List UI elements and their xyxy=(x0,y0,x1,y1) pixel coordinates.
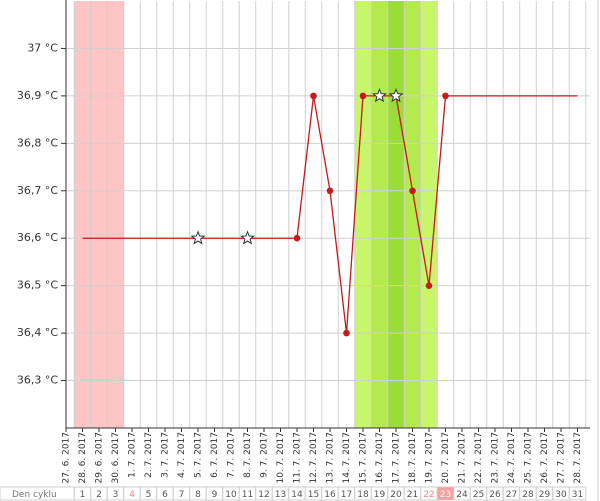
cycle-day: 2 xyxy=(96,490,102,500)
y-tick-label: 36,7 °C xyxy=(17,184,58,197)
x-tick-label: 4. 7. 2017 xyxy=(177,432,187,478)
temperature-point xyxy=(326,187,334,195)
x-tick-label: 28. 7. 2017 xyxy=(573,432,583,484)
cycle-day: 22 xyxy=(423,490,434,500)
cycle-day: 25 xyxy=(473,490,484,500)
x-tick-label: 19. 7. 2017 xyxy=(425,432,435,484)
y-tick-label: 37 °C xyxy=(27,41,58,54)
x-tick-label: 3. 7. 2017 xyxy=(161,432,171,478)
x-tick-label: 25. 7. 2017 xyxy=(524,432,534,484)
temperature-point xyxy=(442,92,449,100)
x-tick-label: 8. 7. 2017 xyxy=(243,432,253,478)
temperature-point xyxy=(425,282,433,289)
cycle-day: 7 xyxy=(179,490,185,500)
cycle-day: 28 xyxy=(522,490,534,500)
cycle-day: 8 xyxy=(195,490,201,500)
x-tick-label: 14. 7. 2017 xyxy=(342,432,352,484)
y-tick-label: 36,5 °C xyxy=(17,279,58,292)
x-tick-label: 22. 7. 2017 xyxy=(474,432,484,484)
cycle-day: 18 xyxy=(357,490,369,500)
cycle-day: 5 xyxy=(146,490,152,500)
x-tick-label: 1. 7. 2017 xyxy=(128,432,138,478)
x-tick-label: 11. 7. 2017 xyxy=(293,432,303,484)
x-tick-label: 9. 7. 2017 xyxy=(260,432,270,478)
cycle-day: 21 xyxy=(407,490,418,500)
temperature-star xyxy=(372,88,387,103)
x-tick-label: 28. 6. 2017 xyxy=(78,432,88,484)
cycle-day: 20 xyxy=(390,490,402,500)
cycle-day: 29 xyxy=(539,490,551,500)
temperature-point xyxy=(293,234,301,242)
temperature-point xyxy=(359,92,367,100)
cycle-day: 13 xyxy=(275,490,286,500)
cycle-day: 6 xyxy=(162,490,168,500)
cycle-label: Den cyklu xyxy=(12,490,57,500)
cycle-day: 31 xyxy=(572,490,583,500)
x-tick-label: 13. 7. 2017 xyxy=(326,432,336,484)
cycle-day: 16 xyxy=(324,490,336,500)
fertility-band xyxy=(387,1,405,428)
x-tick-label: 12. 7. 2017 xyxy=(309,432,319,484)
cycle-day: 11 xyxy=(242,490,253,500)
x-tick-label: 17. 7. 2017 xyxy=(392,432,402,484)
cycle-day: 10 xyxy=(225,490,237,500)
cycle-day: 9 xyxy=(212,490,218,500)
cycle-cell xyxy=(568,486,587,501)
x-tick-label: 21. 7. 2017 xyxy=(458,432,468,484)
y-tick-label: 36,6 °C xyxy=(17,231,58,244)
temperature-star xyxy=(190,230,206,245)
cycle-day: 24 xyxy=(456,490,468,500)
cycle-day: 19 xyxy=(374,490,386,500)
x-tick-label: 2. 7. 2017 xyxy=(144,432,154,478)
x-tick-label: 6. 7. 2017 xyxy=(210,432,220,478)
cycle-day: 3 xyxy=(113,490,119,500)
x-tick-label: 27. 6. 2017 xyxy=(62,432,72,484)
x-tick-label: 20. 7. 2017 xyxy=(441,432,451,484)
x-tick-label: 30. 6. 2017 xyxy=(111,432,121,484)
temperature-point xyxy=(343,329,350,337)
x-tick-label: 18. 7. 2017 xyxy=(408,432,418,484)
temperature-star xyxy=(388,88,404,103)
fertility-band xyxy=(74,1,124,428)
cycle-day: 30 xyxy=(555,490,567,500)
x-tick-label: 15. 7. 2017 xyxy=(359,432,369,484)
x-tick-label: 24. 7. 2017 xyxy=(507,432,517,484)
cycle-day: 4 xyxy=(129,490,135,500)
cycle-day: 27 xyxy=(506,490,517,500)
x-tick-label: 23. 7. 2017 xyxy=(491,432,501,484)
x-tick-label: 26. 7. 2017 xyxy=(540,432,550,484)
x-tick-label: 10. 7. 2017 xyxy=(276,432,286,484)
x-tick-label: 29. 6. 2017 xyxy=(95,432,105,484)
y-tick-label: 36,9 °C xyxy=(17,89,58,102)
cycle-day: 1 xyxy=(80,490,86,500)
y-tick-label: 36,4 °C xyxy=(17,326,58,339)
cycle-day: 23 xyxy=(440,490,451,500)
x-tick-label: 16. 7. 2017 xyxy=(375,432,385,484)
cycle-day: 14 xyxy=(291,490,303,500)
cycle-day: 12 xyxy=(258,490,269,500)
temperature-point xyxy=(310,92,317,100)
x-tick-label: 27. 7. 2017 xyxy=(557,432,567,484)
temperature-point xyxy=(409,187,416,195)
y-tick-label: 36,3 °C xyxy=(17,374,58,387)
x-tick-label: 5. 7. 2017 xyxy=(194,432,204,478)
x-tick-label: 7. 7. 2017 xyxy=(227,432,237,478)
cycle-day: 17 xyxy=(341,490,352,500)
cycle-day: 15 xyxy=(308,490,319,500)
cycle-day: 26 xyxy=(489,490,501,500)
y-tick-label: 36,8 °C xyxy=(17,136,58,149)
temperature-star xyxy=(240,230,255,245)
